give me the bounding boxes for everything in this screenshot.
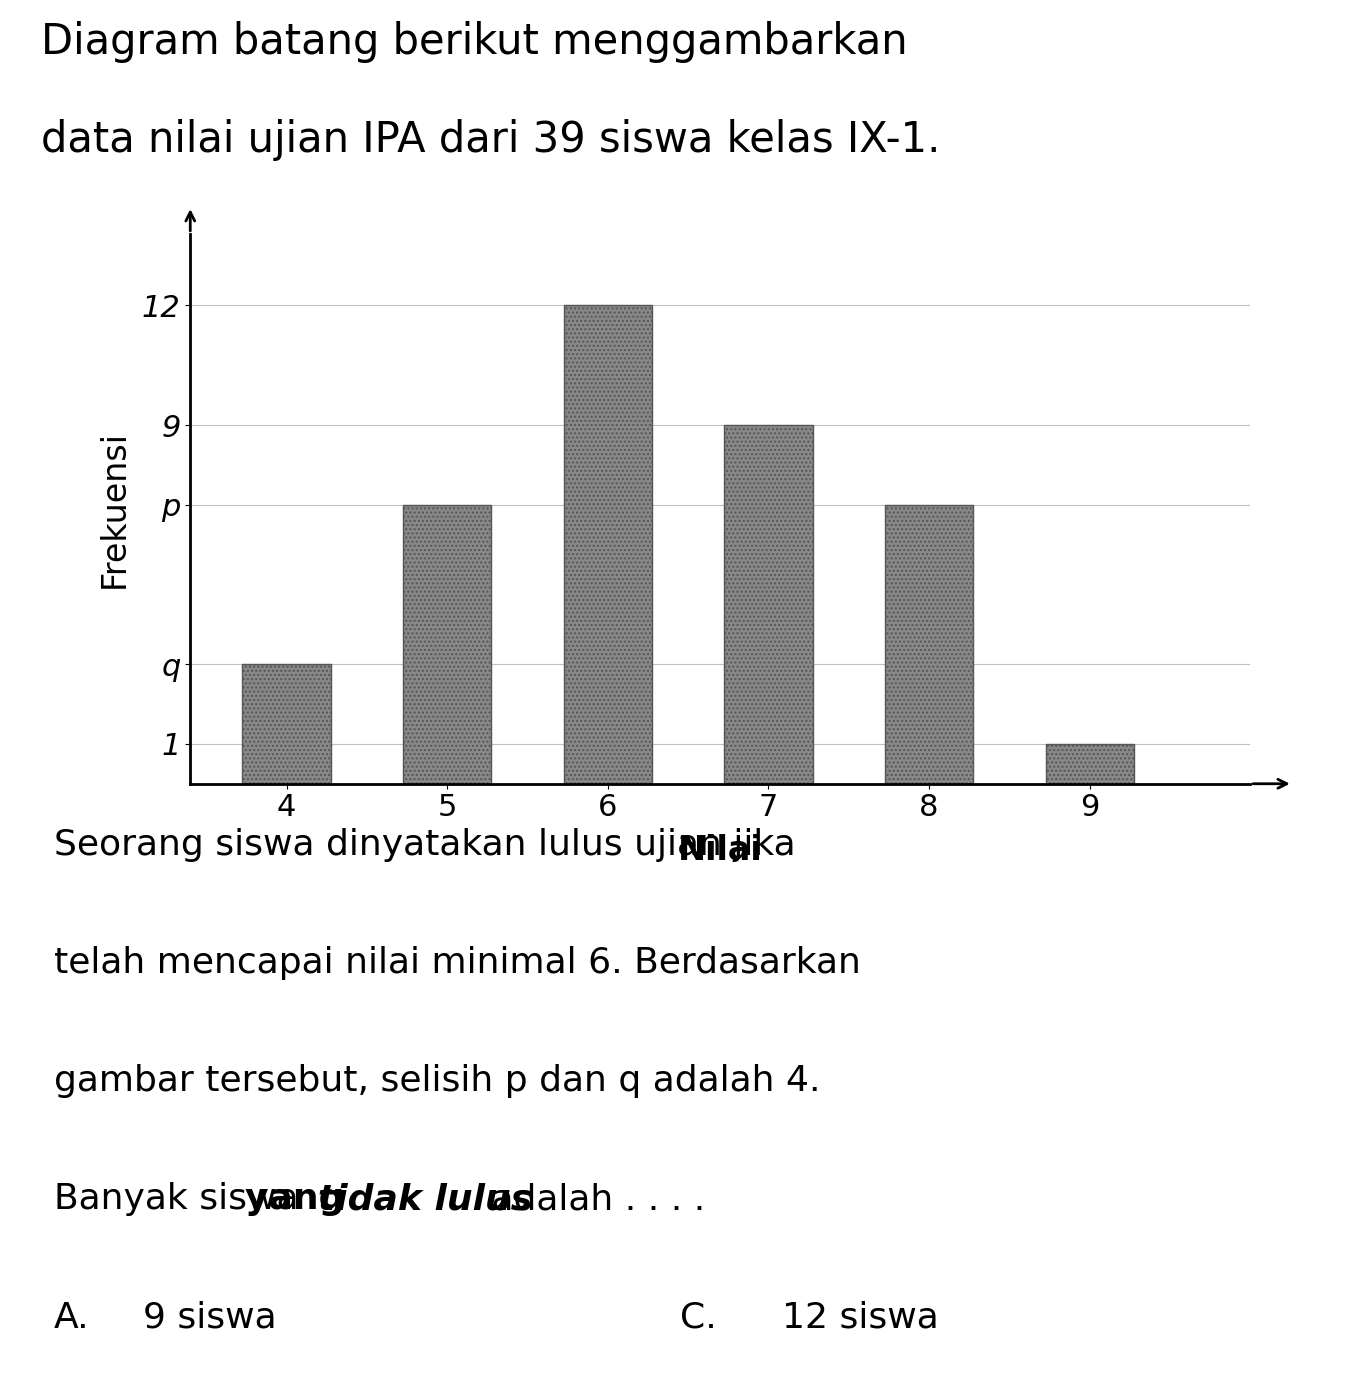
Bar	[724, 425, 813, 784]
Bar	[242, 664, 330, 784]
Text: telah mencapai nilai minimal 6. Berdasarkan: telah mencapai nilai minimal 6. Berdasar…	[53, 946, 860, 980]
Text: 9 siswa: 9 siswa	[143, 1301, 277, 1335]
Text: tidak lulus: tidak lulus	[318, 1182, 533, 1217]
Text: yang: yang	[245, 1182, 356, 1217]
Bar	[404, 505, 492, 784]
Bar	[1045, 744, 1133, 784]
Text: data nilai ujian IPA dari 39 siswa kelas IX-1.: data nilai ujian IPA dari 39 siswa kelas…	[41, 120, 940, 161]
Text: C.: C.	[680, 1301, 716, 1335]
Text: 12 siswa: 12 siswa	[781, 1301, 939, 1335]
Text: A.: A.	[53, 1301, 90, 1335]
Bar	[564, 305, 652, 784]
Bar	[885, 505, 973, 784]
Y-axis label: Frekuensi: Frekuensi	[98, 430, 130, 587]
Text: Banyak siswa: Banyak siswa	[53, 1182, 310, 1217]
Text: Diagram batang berikut menggambarkan: Diagram batang berikut menggambarkan	[41, 21, 908, 63]
Text: gambar tersebut, selisih p dan q adalah 4.: gambar tersebut, selisih p dan q adalah …	[53, 1064, 819, 1099]
Text: Seorang siswa dinyatakan lulus ujian jika: Seorang siswa dinyatakan lulus ujian jik…	[53, 828, 795, 862]
X-axis label: Nilai: Nilai	[678, 833, 762, 866]
Text: adalah . . . .: adalah . . . .	[480, 1182, 705, 1217]
